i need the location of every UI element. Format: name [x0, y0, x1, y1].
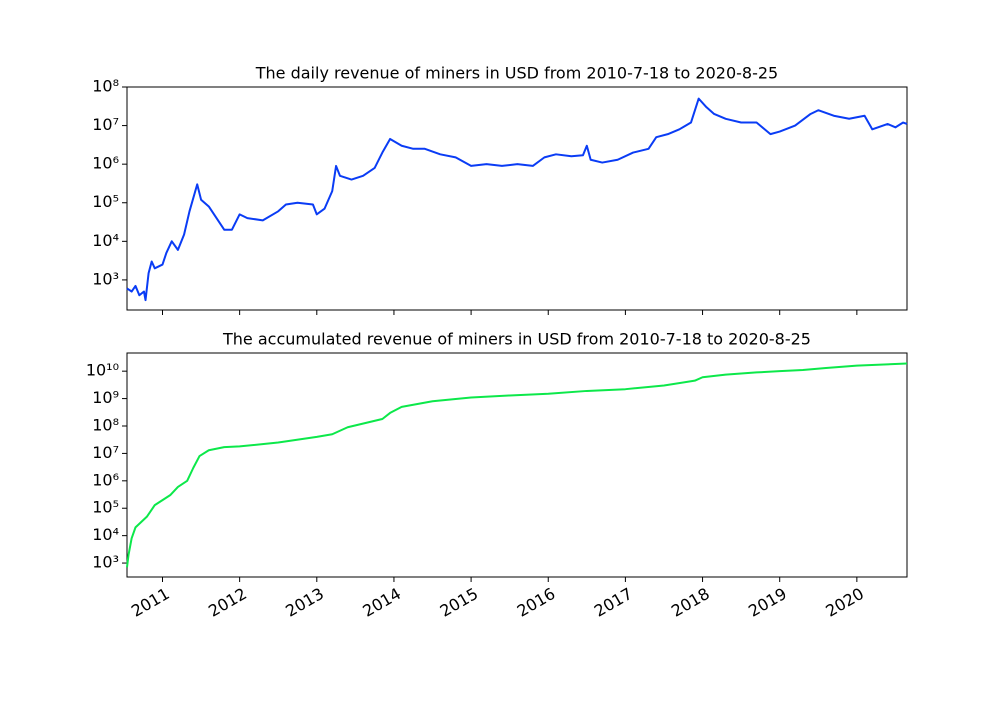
- y-tick-label: 10⁶: [92, 470, 119, 489]
- y-tick-label: 10⁷: [92, 443, 119, 462]
- y-tick-label: 10⁹: [92, 388, 119, 407]
- y-tick-label: 10¹⁰: [86, 361, 119, 380]
- y-tick-label: 10⁵: [92, 192, 119, 211]
- plot-area: [126, 86, 908, 311]
- y-tick-label: 10⁴: [92, 231, 119, 250]
- y-tick-label: 10⁸: [92, 77, 119, 96]
- y-tick-label: 10³: [92, 269, 119, 288]
- y-tick-label: 10⁶: [92, 154, 119, 173]
- chart-title: The daily revenue of miners in USD from …: [255, 64, 778, 83]
- y-tick-label: 10⁸: [92, 415, 119, 434]
- plot-area: [126, 352, 908, 578]
- series-line: [126, 97, 908, 302]
- series-line: [126, 362, 908, 568]
- y-tick-label: 10⁴: [92, 525, 119, 544]
- y-tick-label: 10⁷: [92, 115, 119, 134]
- chart-title: The accumulated revenue of miners in USD…: [222, 330, 811, 349]
- y-tick-label: 10³: [92, 553, 119, 572]
- y-tick-label: 10⁵: [92, 498, 119, 517]
